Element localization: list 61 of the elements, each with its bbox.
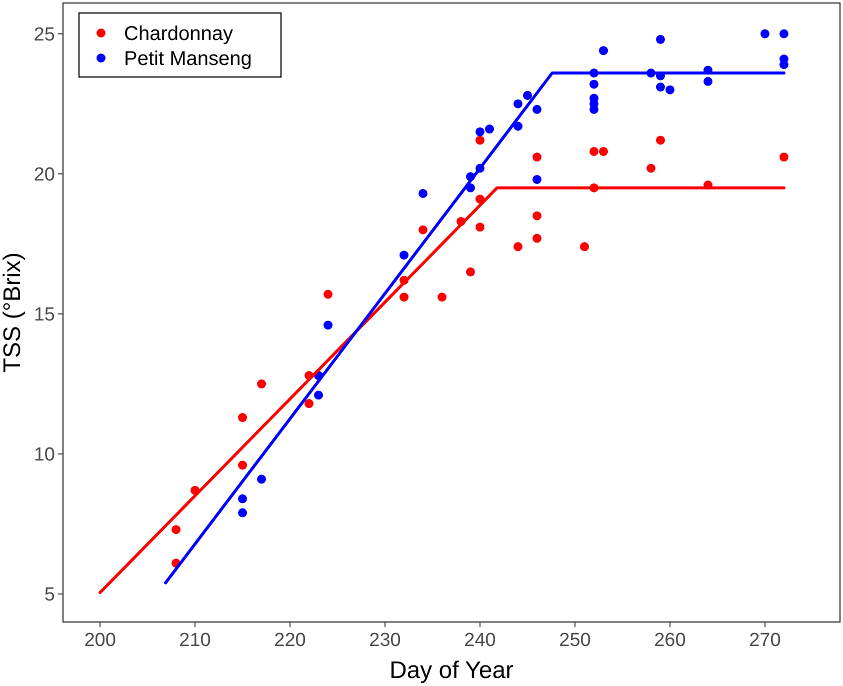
point bbox=[257, 379, 266, 388]
point bbox=[580, 242, 589, 252]
point bbox=[238, 494, 248, 504]
point bbox=[475, 127, 484, 136]
point bbox=[172, 525, 181, 534]
x-tick-label: 200 bbox=[84, 630, 116, 651]
x-axis-title: Day of Year bbox=[389, 657, 514, 684]
point bbox=[400, 250, 409, 260]
y-tick-label: 10 bbox=[34, 444, 55, 466]
point bbox=[532, 211, 542, 220]
x-tick-label: 230 bbox=[369, 630, 401, 651]
point bbox=[475, 136, 484, 145]
y-tick-label: 25 bbox=[34, 24, 55, 46]
x-tick-label: 260 bbox=[654, 630, 686, 651]
x-tick-label: 240 bbox=[464, 630, 496, 651]
point bbox=[656, 136, 665, 145]
point bbox=[324, 290, 333, 299]
x-tick-label: 250 bbox=[559, 630, 591, 651]
point bbox=[238, 508, 248, 518]
point bbox=[513, 242, 522, 252]
point bbox=[598, 146, 608, 156]
point bbox=[513, 122, 522, 131]
point bbox=[589, 80, 598, 89]
point bbox=[513, 99, 522, 108]
point bbox=[779, 152, 788, 162]
point bbox=[532, 234, 542, 243]
point bbox=[484, 124, 494, 134]
x-tick-label: 210 bbox=[179, 630, 211, 651]
point bbox=[418, 225, 428, 234]
point bbox=[760, 29, 770, 38]
point bbox=[703, 76, 712, 86]
point bbox=[656, 82, 665, 92]
point bbox=[238, 460, 248, 470]
x-tick-label: 220 bbox=[274, 630, 306, 651]
point bbox=[257, 474, 266, 484]
point bbox=[314, 390, 324, 400]
point bbox=[646, 164, 656, 173]
legend-label: Chardonnay bbox=[124, 23, 233, 45]
point bbox=[418, 188, 428, 198]
point bbox=[779, 29, 788, 38]
y-tick-label: 20 bbox=[34, 164, 55, 186]
point bbox=[598, 46, 608, 56]
x-tick-label: 270 bbox=[749, 630, 781, 651]
point bbox=[324, 320, 333, 330]
point bbox=[532, 174, 542, 184]
point bbox=[466, 267, 475, 276]
point bbox=[589, 146, 598, 156]
legend-label: Petit Manseng bbox=[124, 48, 252, 70]
y-tick-label: 15 bbox=[34, 304, 55, 326]
point bbox=[438, 292, 446, 302]
y-axis-title: TSS (°Brix) bbox=[0, 252, 26, 373]
point bbox=[532, 152, 542, 162]
point bbox=[532, 104, 542, 114]
point bbox=[238, 413, 248, 422]
point bbox=[656, 34, 665, 44]
point bbox=[522, 90, 532, 100]
point bbox=[400, 292, 409, 302]
point bbox=[475, 222, 484, 232]
y-tick-label: 5 bbox=[44, 584, 55, 606]
point bbox=[304, 399, 314, 408]
point bbox=[665, 85, 674, 94]
